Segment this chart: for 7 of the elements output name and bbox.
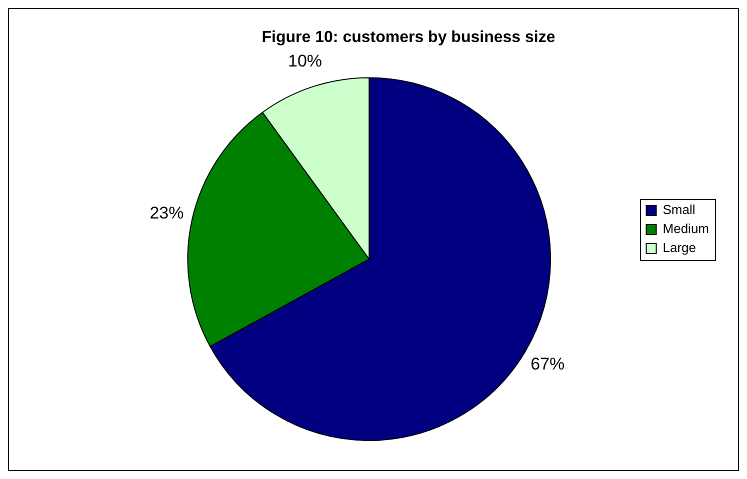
data-label: 67%: [530, 354, 565, 374]
legend-label: Small: [662, 202, 696, 218]
legend-label: Medium: [662, 221, 710, 236]
data-label: 23%: [150, 204, 184, 223]
data-label: 10%: [288, 52, 322, 71]
chart-title: Figure 10: customers by business size: [262, 29, 556, 46]
legend-label: Large: [662, 240, 696, 256]
